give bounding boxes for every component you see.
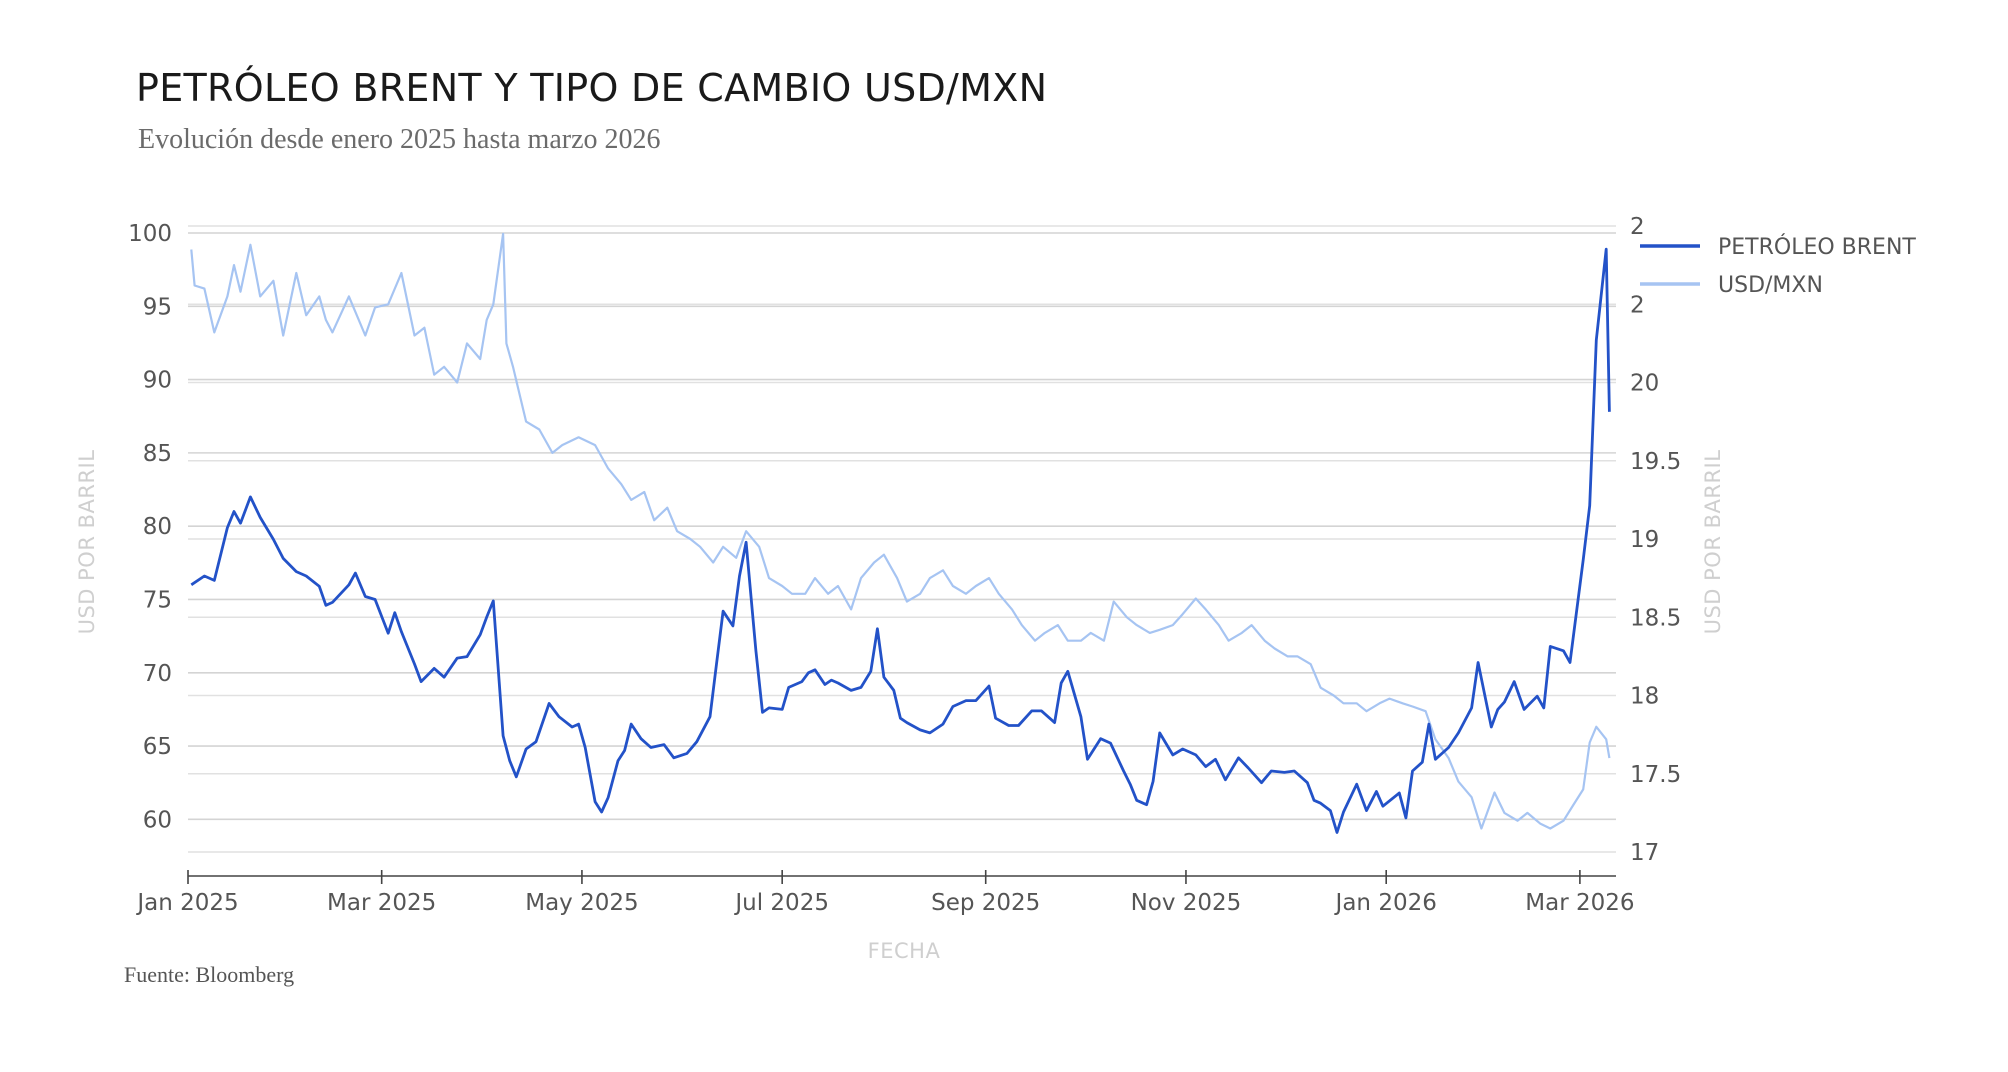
y-tick-label: 90 bbox=[143, 368, 172, 394]
series-group bbox=[190, 232, 1611, 834]
y-tick-label: 95 bbox=[143, 294, 172, 320]
x-tick-label: Jan 2026 bbox=[1334, 890, 1437, 916]
y2-tick-label: 18.5 bbox=[1630, 605, 1681, 631]
y-tick-label: 100 bbox=[128, 221, 172, 247]
y-tick-label: 60 bbox=[143, 807, 172, 833]
y-tick-label: 85 bbox=[143, 441, 172, 467]
x-tick-label: Jul 2025 bbox=[733, 890, 829, 916]
x-tick-label: Jan 2025 bbox=[135, 890, 238, 916]
y-axis-title-left: USD POR BARRIL bbox=[75, 450, 99, 635]
y2-tick-label: 2 bbox=[1630, 214, 1645, 240]
y2-tick-label: 17 bbox=[1630, 840, 1659, 866]
y2-tick-label: 19 bbox=[1630, 527, 1659, 553]
legend-label: USD/MXN bbox=[1718, 273, 1823, 298]
source-note: Fuente: Bloomberg bbox=[124, 962, 295, 987]
legend-label: PETRÓLEO BRENT bbox=[1718, 234, 1916, 260]
y2-tick-label: 18 bbox=[1630, 684, 1659, 710]
y2-tick-label: 2 bbox=[1630, 292, 1645, 318]
y-tick-label: 80 bbox=[143, 514, 172, 540]
y-axis-title-right: USD POR BARRIL bbox=[1701, 450, 1725, 635]
series-line-usd-mxn bbox=[190, 232, 1611, 830]
y2-tick-label: 19.5 bbox=[1630, 449, 1681, 475]
series-line-brent bbox=[190, 247, 1611, 834]
y-tick-label: 65 bbox=[143, 734, 172, 760]
x-axis: Jan 2025 Mar 2025 May 2025 Jul 2025 Sep 2025… bbox=[135, 870, 1635, 916]
x-tick-label: Mar 2025 bbox=[327, 890, 436, 916]
chart-title: PETRÓLEO BRENT Y TIPO DE CAMBIO USD/MXN bbox=[136, 66, 1048, 110]
grid-lines bbox=[188, 225, 1616, 853]
y2-tick-label: 20 bbox=[1630, 371, 1659, 397]
y-axis-right: 17 17.5 18 18.5 19 19.5 20 2 2 bbox=[1630, 214, 1681, 866]
x-axis-title: FECHA bbox=[868, 939, 941, 963]
x-tick-label: Mar 2026 bbox=[1525, 890, 1634, 916]
y-tick-label: 70 bbox=[143, 661, 172, 687]
chart-subtitle: Evolución desde enero 2025 hasta marzo 2… bbox=[138, 124, 661, 155]
x-tick-label: Sep 2025 bbox=[931, 890, 1040, 916]
y2-tick-label: 17.5 bbox=[1630, 762, 1681, 788]
y-tick-label: 75 bbox=[143, 587, 172, 613]
legend: PETRÓLEO BRENT USD/MXN bbox=[1640, 234, 1916, 298]
y-axis-left: 60 65 70 75 80 85 90 95 100 bbox=[128, 221, 172, 833]
x-tick-label: Nov 2025 bbox=[1131, 890, 1242, 916]
x-tick-label: May 2025 bbox=[525, 890, 638, 916]
